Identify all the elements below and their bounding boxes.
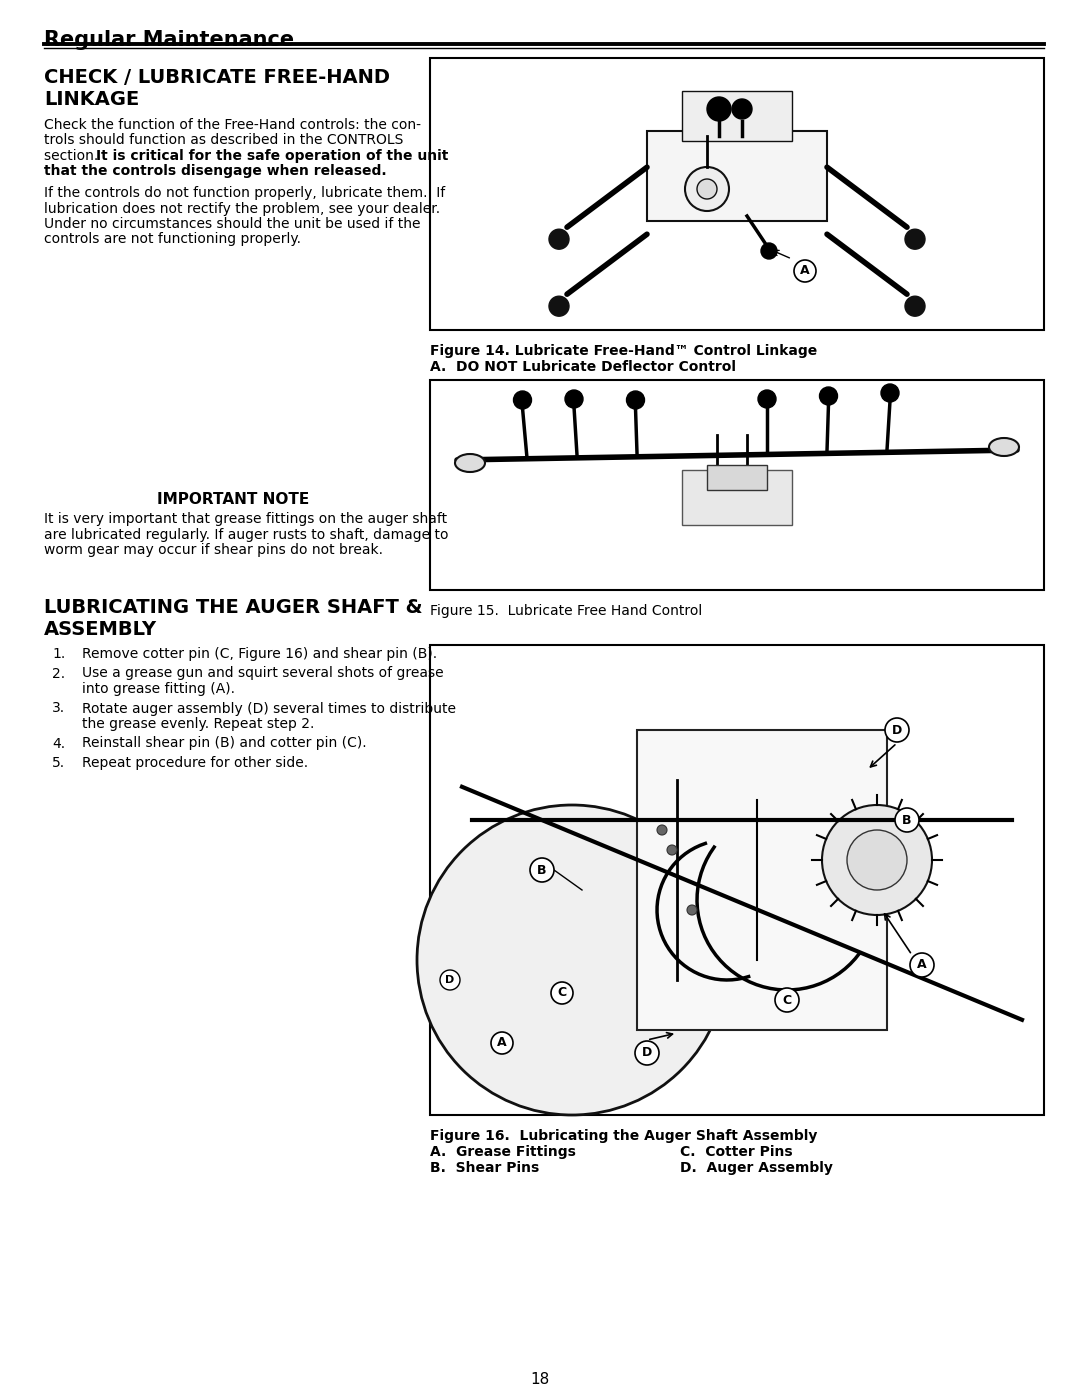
Circle shape xyxy=(905,229,924,249)
Circle shape xyxy=(551,982,573,1004)
Text: C: C xyxy=(557,986,567,999)
Bar xyxy=(432,381,1042,588)
Circle shape xyxy=(549,229,569,249)
Text: It is critical for the safe operation of the unit: It is critical for the safe operation of… xyxy=(96,149,448,163)
Text: A: A xyxy=(800,264,810,278)
Bar xyxy=(430,380,1044,590)
Text: Rotate auger assembly (D) several times to distribute: Rotate auger assembly (D) several times … xyxy=(82,701,456,715)
Ellipse shape xyxy=(989,439,1020,455)
Circle shape xyxy=(847,830,907,890)
Text: B.  Shear Pins: B. Shear Pins xyxy=(430,1161,539,1175)
Text: 1.: 1. xyxy=(52,647,65,661)
Text: Repeat procedure for other side.: Repeat procedure for other side. xyxy=(82,756,308,770)
Circle shape xyxy=(549,296,569,316)
Text: that the controls disengage when released.: that the controls disengage when release… xyxy=(44,165,387,179)
Text: 5.: 5. xyxy=(52,756,65,770)
Circle shape xyxy=(885,718,909,742)
Circle shape xyxy=(732,99,752,119)
Text: A.  DO NOT Lubricate Deflector Control: A. DO NOT Lubricate Deflector Control xyxy=(430,360,735,374)
Text: D.  Auger Assembly: D. Auger Assembly xyxy=(680,1161,833,1175)
Text: C: C xyxy=(782,993,792,1006)
Text: Figure 15.  Lubricate Free Hand Control: Figure 15. Lubricate Free Hand Control xyxy=(430,604,702,617)
Text: A.  Grease Fittings: A. Grease Fittings xyxy=(430,1146,576,1160)
Text: B: B xyxy=(537,863,546,876)
Text: 2.: 2. xyxy=(52,666,65,680)
Bar xyxy=(432,647,1042,1113)
Circle shape xyxy=(687,905,697,915)
Text: Check the function of the Free-Hand controls: the con-: Check the function of the Free-Hand cont… xyxy=(44,117,421,131)
Circle shape xyxy=(822,805,932,915)
Bar xyxy=(432,60,1042,328)
Text: It is very important that grease fittings on the auger shaft: It is very important that grease fitting… xyxy=(44,511,447,527)
Text: B: B xyxy=(902,813,912,827)
Circle shape xyxy=(685,168,729,211)
Text: 3.: 3. xyxy=(52,701,65,715)
Text: LUBRICATING THE AUGER SHAFT &: LUBRICATING THE AUGER SHAFT & xyxy=(44,598,422,617)
Text: ASSEMBLY: ASSEMBLY xyxy=(44,620,157,638)
Circle shape xyxy=(910,953,934,977)
Bar xyxy=(681,469,792,525)
Text: Reinstall shear pin (B) and cotter pin (C).: Reinstall shear pin (B) and cotter pin (… xyxy=(82,736,366,750)
Text: are lubricated regularly. If auger rusts to shaft, damage to: are lubricated regularly. If auger rusts… xyxy=(44,528,448,542)
Text: CHECK / LUBRICATE FREE-HAND: CHECK / LUBRICATE FREE-HAND xyxy=(44,68,390,87)
Circle shape xyxy=(895,807,919,833)
Circle shape xyxy=(491,1032,513,1053)
Text: Figure 14. Lubricate Free-Hand™ Control Linkage: Figure 14. Lubricate Free-Hand™ Control … xyxy=(430,344,818,358)
Text: D: D xyxy=(892,724,902,736)
Circle shape xyxy=(635,1041,659,1065)
Text: worm gear may occur if shear pins do not break.: worm gear may occur if shear pins do not… xyxy=(44,543,383,557)
Circle shape xyxy=(667,845,677,855)
Text: A: A xyxy=(917,958,927,971)
Bar xyxy=(430,59,1044,330)
Circle shape xyxy=(530,858,554,882)
Circle shape xyxy=(440,970,460,990)
Circle shape xyxy=(565,390,583,408)
Circle shape xyxy=(905,296,924,316)
Text: C.  Cotter Pins: C. Cotter Pins xyxy=(680,1146,793,1160)
Bar xyxy=(647,131,827,221)
Text: 18: 18 xyxy=(530,1372,550,1387)
Bar xyxy=(681,91,792,141)
Ellipse shape xyxy=(455,454,485,472)
Text: into grease fitting (A).: into grease fitting (A). xyxy=(82,682,235,696)
Text: A: A xyxy=(497,1037,507,1049)
Text: LINKAGE: LINKAGE xyxy=(44,89,139,109)
Circle shape xyxy=(513,391,531,409)
Circle shape xyxy=(657,826,667,835)
Circle shape xyxy=(417,805,727,1115)
Circle shape xyxy=(626,391,645,409)
Text: Remove cotter pin (C, Figure 16) and shear pin (B).: Remove cotter pin (C, Figure 16) and she… xyxy=(82,647,437,661)
Text: Use a grease gun and squirt several shots of grease: Use a grease gun and squirt several shot… xyxy=(82,666,444,680)
Circle shape xyxy=(707,96,731,122)
Circle shape xyxy=(794,260,816,282)
Text: Figure 16.  Lubricating the Auger Shaft Assembly: Figure 16. Lubricating the Auger Shaft A… xyxy=(430,1129,818,1143)
Bar xyxy=(430,645,1044,1115)
Text: Regular Maintenance: Regular Maintenance xyxy=(44,29,294,50)
Circle shape xyxy=(697,179,717,198)
Circle shape xyxy=(775,988,799,1011)
Text: IMPORTANT NOTE: IMPORTANT NOTE xyxy=(157,492,309,507)
Text: D: D xyxy=(642,1046,652,1059)
Circle shape xyxy=(758,390,777,408)
Text: lubrication does not rectify the problem, see your dealer.: lubrication does not rectify the problem… xyxy=(44,201,441,215)
Bar xyxy=(637,731,887,1030)
Text: controls are not functioning properly.: controls are not functioning properly. xyxy=(44,232,301,246)
Text: If the controls do not function properly, lubricate them.  If: If the controls do not function properly… xyxy=(44,186,445,200)
Text: the grease evenly. Repeat step 2.: the grease evenly. Repeat step 2. xyxy=(82,717,314,731)
Bar xyxy=(707,465,767,490)
Text: 4.: 4. xyxy=(52,736,65,750)
Circle shape xyxy=(761,243,777,258)
Circle shape xyxy=(881,384,899,402)
Text: section.: section. xyxy=(44,149,107,163)
Text: D: D xyxy=(445,975,455,985)
Text: Under no circumstances should the unit be used if the: Under no circumstances should the unit b… xyxy=(44,217,420,231)
Circle shape xyxy=(820,387,837,405)
Text: trols should function as described in the CONTROLS: trols should function as described in th… xyxy=(44,134,403,148)
